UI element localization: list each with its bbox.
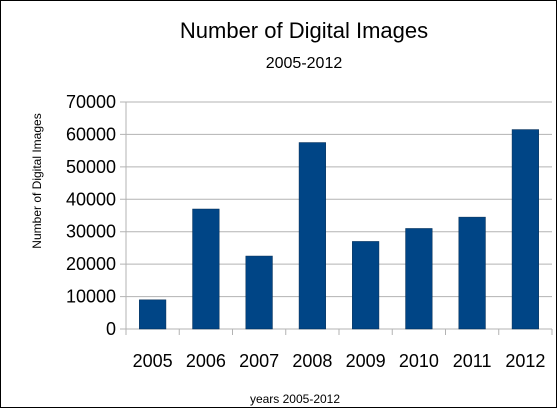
x-tick-label: 2007 bbox=[239, 351, 279, 371]
x-tick-label: 2012 bbox=[505, 351, 545, 371]
y-tick-label: 10000 bbox=[66, 287, 116, 307]
x-tick-label: 2008 bbox=[292, 351, 332, 371]
x-tick-label: 2011 bbox=[453, 351, 492, 371]
bar-2005 bbox=[139, 299, 167, 330]
bars bbox=[139, 129, 539, 330]
x-tick-label: 2005 bbox=[133, 351, 173, 371]
bar-2008 bbox=[298, 142, 326, 330]
bar-2012 bbox=[511, 129, 539, 330]
y-tick-label: 0 bbox=[106, 319, 116, 339]
gridlines bbox=[120, 101, 553, 335]
y-tick-label: 60000 bbox=[66, 124, 116, 144]
y-tick-label: 40000 bbox=[66, 189, 116, 209]
y-axis-label: Number of Digital Images bbox=[30, 113, 44, 248]
y-tick-label: 50000 bbox=[66, 157, 116, 177]
bar-2009 bbox=[352, 241, 380, 330]
y-tick-labels: 0 10000 20000 30000 40000 50000 60000 70000 bbox=[66, 92, 116, 339]
x-tick-label: 2006 bbox=[186, 351, 226, 371]
y-tick-label: 20000 bbox=[66, 254, 116, 274]
chart-subtitle: 2005-2012 bbox=[266, 55, 343, 72]
x-axis-label: years 2005-2012 bbox=[250, 392, 340, 406]
x-tick-labels: 2005 2006 2007 2008 2009 2010 2011 2012 bbox=[133, 351, 546, 371]
x-tick-label: 2010 bbox=[399, 351, 439, 371]
bar-2006 bbox=[192, 208, 220, 330]
y-tick-label: 70000 bbox=[66, 92, 116, 112]
chart-title: Number of Digital Images bbox=[180, 18, 428, 43]
y-tick-label: 30000 bbox=[66, 222, 116, 242]
bar-2010 bbox=[405, 228, 433, 330]
x-tick-label: 2009 bbox=[346, 351, 386, 371]
bar-2007 bbox=[245, 255, 273, 330]
bar-2011 bbox=[458, 216, 486, 330]
